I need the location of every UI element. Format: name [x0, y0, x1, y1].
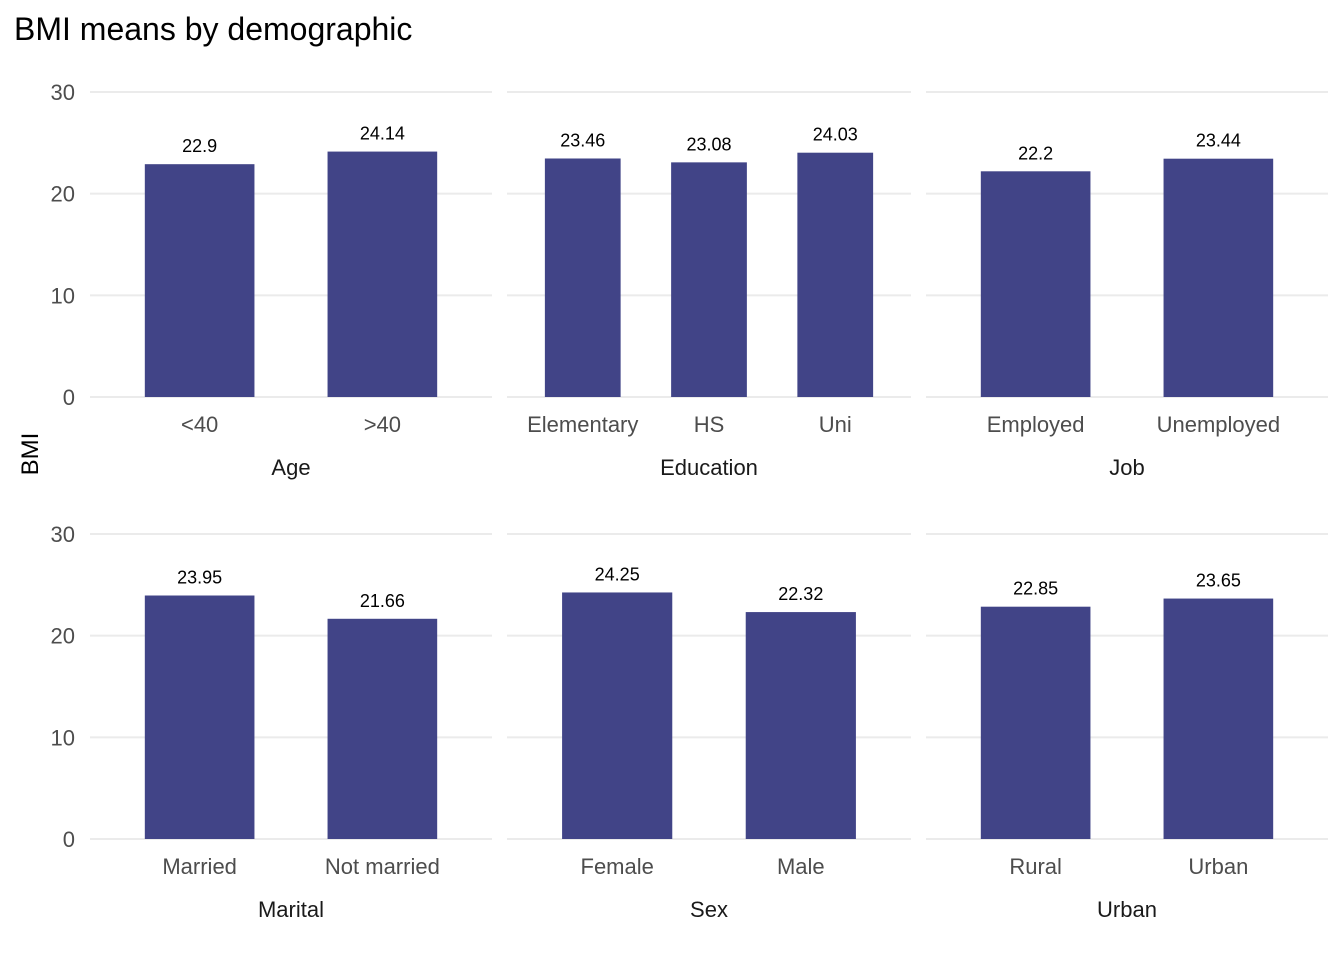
bar-sex-female — [562, 592, 673, 839]
y-tick-label: 0 — [63, 827, 75, 852]
x-tick-label: Elementary — [527, 412, 638, 437]
x-tick-label: HS — [694, 412, 725, 437]
facet-label: Age — [271, 455, 310, 480]
facet-panel-marital: 0 10 20 30 23.95 Married 21.66 Not marriedMarit… — [51, 522, 492, 922]
facet-panel-urban: 22.85 Rural 23.65 Urban Urban — [926, 533, 1328, 922]
facet-panel-age: 0 10 20 30 22.9 <40 24.14 >40 Age — [51, 80, 492, 480]
facet-panels: 0 10 20 30 22.9 <40 24.14 >40 Age 23.46 Elementary… — [51, 80, 1328, 922]
bar-age-gt-40 — [327, 151, 438, 397]
bar-urban-rural — [980, 606, 1091, 839]
data-label: 23.65 — [1196, 571, 1241, 591]
x-tick-label: Male — [777, 854, 825, 879]
y-tick-label: 10 — [51, 725, 75, 750]
x-tick-label: Urban — [1188, 854, 1248, 879]
data-label: 22.9 — [182, 136, 217, 156]
y-tick-label: 20 — [51, 624, 75, 649]
data-label: 23.46 — [560, 130, 605, 150]
y-tick-label: 20 — [51, 182, 75, 207]
x-tick-label: Female — [581, 854, 654, 879]
data-label: 22.32 — [778, 584, 823, 604]
y-tick-label: 30 — [51, 522, 75, 547]
facet-label: Marital — [258, 897, 324, 922]
facet-panel-sex: 24.25 Female 22.32 Male Sex — [507, 533, 911, 922]
data-label: 24.14 — [360, 124, 405, 144]
bar-marital-not-married — [327, 618, 438, 839]
y-tick-label: 0 — [63, 385, 75, 410]
x-tick-label: Unemployed — [1157, 412, 1281, 437]
x-tick-label: Employed — [987, 412, 1085, 437]
bar-education-uni — [797, 152, 874, 397]
chart-title: BMI means by demographic — [14, 11, 412, 47]
facet-panel-education: 23.46 Elementary 23.08 HS 24.03 Uni Education — [507, 91, 911, 480]
y-axis-label: BMI — [17, 433, 44, 476]
bar-marital-married — [144, 595, 255, 839]
bar-education-elementary — [544, 158, 621, 397]
x-tick-label: Married — [162, 854, 237, 879]
facet-label: Sex — [690, 897, 728, 922]
y-tick-label: 10 — [51, 283, 75, 308]
facet-label: Urban — [1097, 897, 1157, 922]
y-tick-label: 30 — [51, 80, 75, 105]
data-label: 24.25 — [595, 564, 640, 584]
facet-panel-job: 22.2 Employed 23.44 Unemployed Job — [926, 91, 1328, 480]
facet-label: Education — [660, 455, 758, 480]
bar-education-hs — [671, 162, 747, 397]
data-label: 23.08 — [686, 134, 731, 154]
x-tick-label: >40 — [364, 412, 401, 437]
bar-sex-male — [745, 612, 856, 839]
data-label: 22.85 — [1013, 579, 1058, 599]
x-tick-label: <40 — [181, 412, 218, 437]
bar-urban-urban — [1163, 598, 1274, 839]
data-label: 22.2 — [1018, 143, 1053, 163]
data-label: 23.44 — [1196, 131, 1241, 151]
x-tick-label: Rural — [1009, 854, 1062, 879]
data-label: 23.95 — [177, 568, 222, 588]
data-label: 24.03 — [813, 125, 858, 145]
bar-job-employed — [980, 171, 1091, 397]
data-label: 21.66 — [360, 591, 405, 611]
x-tick-label: Uni — [819, 412, 852, 437]
x-tick-label: Not married — [325, 854, 440, 879]
bar-job-unemployed — [1163, 158, 1274, 397]
bar-age-lt-40 — [144, 164, 255, 397]
facet-label: Job — [1109, 455, 1144, 480]
